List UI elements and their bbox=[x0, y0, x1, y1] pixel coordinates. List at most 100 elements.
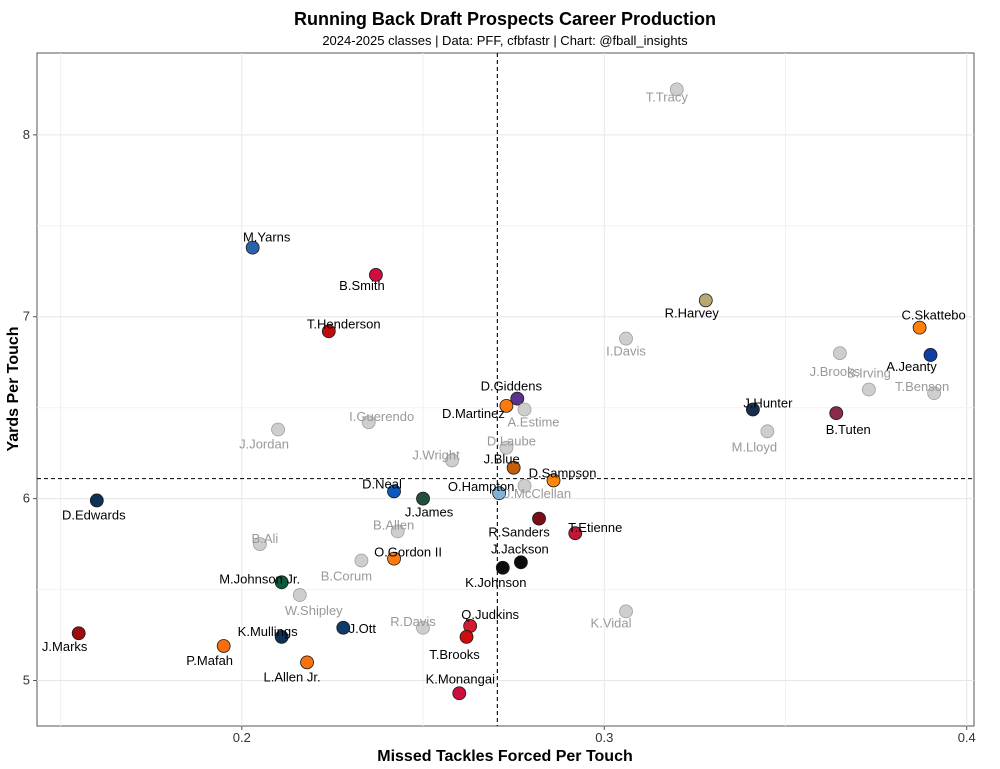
point-label: J.Wright bbox=[412, 447, 460, 462]
team-logo-marker bbox=[71, 626, 86, 641]
y-tick-label: 6 bbox=[23, 491, 30, 506]
team-logo-marker bbox=[495, 560, 510, 575]
point-k-johnson: K.Johnson bbox=[465, 560, 527, 590]
point-label: T.Etienne bbox=[568, 520, 622, 535]
point-c-skattebo: C.Skattebo bbox=[901, 308, 966, 335]
point-b-smith: B.Smith bbox=[339, 268, 385, 293]
point-t-tracy: T.Tracy bbox=[646, 82, 689, 104]
point-label: M.Lloyd bbox=[732, 439, 778, 454]
point-label: B.Allen bbox=[373, 517, 414, 532]
team-logo-marker bbox=[274, 629, 289, 644]
point-label: K.Mullings bbox=[238, 624, 298, 639]
team-logo-marker bbox=[245, 240, 260, 255]
point-b-allen: B.Allen bbox=[373, 517, 414, 539]
point-label: B.Irving bbox=[847, 366, 891, 381]
team-logo-marker bbox=[300, 655, 314, 670]
point-label: Q.Judkins bbox=[461, 607, 519, 622]
point-label: A.Estime bbox=[508, 415, 560, 430]
point-j-wright: J.Wright bbox=[412, 447, 460, 468]
point-w-shipley: W.Shipley bbox=[285, 588, 343, 618]
team-logo-marker bbox=[517, 479, 532, 493]
point-label: O.Gordon II bbox=[374, 545, 442, 560]
point-t-brooks: T.Brooks bbox=[429, 629, 480, 662]
team-logo-marker bbox=[514, 555, 528, 570]
team-logo-marker bbox=[271, 422, 285, 437]
team-logo-marker bbox=[416, 491, 430, 506]
plot-panel bbox=[36, 52, 975, 727]
point-label: T.Henderson bbox=[307, 316, 381, 331]
point-label: J.Brooks bbox=[810, 364, 861, 379]
point-i-davis: I.Davis bbox=[606, 331, 646, 359]
point-label: T.Brooks bbox=[429, 647, 480, 662]
x-axis-ticks: 0.2 0.3 0.4 bbox=[233, 726, 976, 745]
point-label: J.Ott bbox=[349, 621, 377, 636]
team-logo-marker bbox=[361, 415, 376, 430]
point-i-guerendo: I.Guerendo bbox=[349, 409, 414, 430]
point-label: B.Ali bbox=[252, 531, 279, 546]
team-logo-marker bbox=[760, 424, 775, 439]
point-a-jeanty: A.Jeanty bbox=[886, 348, 938, 374]
point-r-sanders: R.Sanders bbox=[488, 511, 550, 540]
reference-lines bbox=[37, 53, 974, 726]
point-label: T.Tracy bbox=[646, 89, 689, 104]
point-o-hampton: O.Hampton bbox=[448, 479, 514, 501]
point-label: J.Jackson bbox=[491, 541, 549, 556]
y-axis-title: Yards Per Touch bbox=[5, 326, 22, 451]
team-logo-marker bbox=[452, 686, 467, 701]
x-axis-title: Missed Tackles Forced Per Touch bbox=[377, 748, 633, 765]
point-j-jackson: J.Jackson bbox=[491, 541, 549, 570]
point-label: D.Neal bbox=[362, 476, 402, 491]
point-t-henderson: T.Henderson bbox=[307, 316, 381, 339]
point-b-corum: B.Corum bbox=[321, 553, 372, 583]
point-j-james: J.James bbox=[405, 491, 454, 520]
point-a-estime: A.Estime bbox=[508, 402, 560, 430]
point-label: L.Allen Jr. bbox=[263, 669, 320, 684]
point-l-allen-jr: L.Allen Jr. bbox=[263, 655, 321, 684]
point-label: J.Jordan bbox=[239, 437, 289, 452]
chart-subtitle: 2024-2025 classes | Data: PFF, cfbfastr … bbox=[322, 33, 688, 48]
point-label: J.Hunter bbox=[743, 396, 793, 411]
point-b-tuten: B.Tuten bbox=[826, 406, 871, 437]
team-logo-marker bbox=[532, 511, 546, 526]
team-logo-marker bbox=[506, 460, 521, 475]
point-t-benson: T.Benson bbox=[895, 379, 949, 401]
point-label: D.Sampson bbox=[529, 465, 597, 480]
team-logo-marker bbox=[445, 453, 459, 468]
team-logo-marker bbox=[369, 268, 383, 282]
point-label: W.Shipley bbox=[285, 603, 343, 618]
team-logo-marker bbox=[861, 382, 876, 397]
point-r-harvey: R.Harvey bbox=[665, 293, 719, 320]
point-d-neal: D.Neal bbox=[362, 476, 402, 499]
y-tick-label: 5 bbox=[23, 673, 30, 688]
point-r-davis: R.Davis bbox=[390, 614, 436, 635]
point-j-blue: J.Blue bbox=[484, 452, 521, 475]
point-label: I.Guerendo bbox=[349, 409, 414, 424]
point-j-brooks: J.Brooks bbox=[810, 346, 861, 379]
x-tick-label: 0.3 bbox=[595, 730, 613, 745]
point-label: M.Johnson Jr. bbox=[219, 571, 300, 586]
y-tick-label: 7 bbox=[23, 309, 30, 324]
point-label: D.Edwards bbox=[62, 507, 126, 522]
point-label: K.Johnson bbox=[465, 575, 526, 590]
team-logo-marker bbox=[292, 588, 307, 602]
point-label: B.Smith bbox=[339, 278, 385, 293]
team-logo-marker bbox=[669, 82, 684, 97]
point-j-jordan: J.Jordan bbox=[239, 422, 289, 452]
point-o-gordon-ii: O.Gordon II bbox=[374, 545, 442, 566]
point-label: P.Mafah bbox=[186, 653, 233, 668]
team-logo-marker bbox=[546, 473, 561, 488]
point-d-giddens: D.Giddens bbox=[481, 379, 542, 406]
point-label: M.Yarns bbox=[243, 230, 291, 245]
point-k-monangai: K.Monangai bbox=[426, 671, 495, 701]
y-axis-ticks: 5 6 7 8 bbox=[23, 127, 37, 688]
point-d-sampson: D.Sampson bbox=[529, 465, 597, 488]
point-j-hunter: J.Hunter bbox=[743, 396, 793, 417]
team-logo-marker bbox=[253, 537, 267, 552]
team-logo-marker bbox=[619, 604, 633, 619]
team-logo-marker bbox=[568, 526, 583, 541]
point-label: B.Corum bbox=[321, 568, 372, 583]
x-tick-label: 0.2 bbox=[233, 730, 251, 745]
point-m-lloyd: M.Lloyd bbox=[732, 424, 778, 454]
